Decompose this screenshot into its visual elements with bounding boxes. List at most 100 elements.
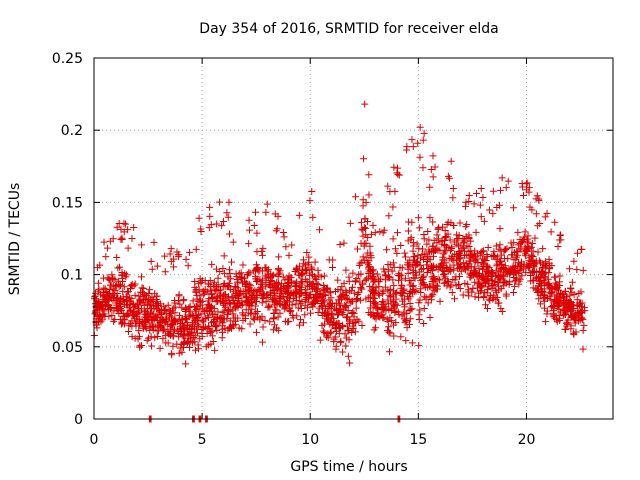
data-point [545, 269, 553, 277]
data-point [307, 280, 315, 288]
data-point [123, 301, 131, 309]
data-point [496, 201, 504, 209]
data-point [402, 317, 410, 325]
data-point [401, 274, 409, 282]
data-point [320, 296, 328, 304]
data-point [535, 287, 543, 295]
data-point [402, 337, 410, 345]
data-point [442, 233, 450, 241]
data-point [359, 202, 367, 210]
data-point [309, 213, 317, 221]
data-point [262, 208, 270, 216]
data-point [218, 325, 226, 333]
data-point [130, 223, 138, 231]
data-point [299, 256, 307, 264]
data-point [497, 251, 505, 259]
data-point [327, 302, 335, 310]
data-point [389, 297, 397, 305]
data-point [362, 295, 370, 303]
data-point [461, 251, 469, 259]
data-point [366, 282, 374, 290]
data-point [280, 233, 288, 241]
data-point [420, 319, 428, 327]
data-point [514, 228, 522, 236]
data-point [258, 267, 266, 275]
data-point [408, 339, 416, 347]
data-point [533, 273, 541, 281]
data-point [540, 273, 548, 281]
data-point [414, 139, 422, 147]
data-point [443, 221, 451, 229]
data-point [452, 273, 460, 281]
data-point [497, 305, 505, 313]
data-point [521, 228, 529, 236]
data-point [490, 248, 498, 256]
plot-frame [93, 57, 614, 420]
data-point [444, 172, 452, 180]
data-point [225, 324, 233, 332]
data-point [369, 294, 377, 302]
data-point [303, 248, 311, 256]
data-point [527, 277, 535, 285]
data-point [196, 335, 204, 343]
data-point [371, 300, 379, 308]
data-point [510, 204, 518, 212]
data-point [380, 265, 388, 273]
data-point [293, 312, 301, 320]
data-point [445, 254, 453, 262]
data-point [471, 247, 479, 255]
data-point [360, 155, 368, 163]
data-point [299, 270, 307, 278]
data-point [182, 304, 190, 312]
data-point [344, 352, 352, 360]
data-point [210, 304, 218, 312]
data-point [474, 258, 482, 266]
data-point [463, 263, 471, 271]
data-point [433, 282, 441, 290]
data-point [579, 345, 587, 353]
x-tick-label: 10 [301, 432, 319, 448]
data-point [420, 272, 428, 280]
data-point [122, 271, 130, 279]
data-point [544, 275, 552, 283]
data-point [274, 272, 282, 280]
data-point [416, 123, 424, 131]
data-point [160, 325, 168, 333]
data-point [529, 247, 537, 255]
y-tick-label: 0.05 [52, 340, 83, 356]
data-point [133, 300, 141, 308]
data-point [427, 296, 435, 304]
data-point [372, 315, 380, 323]
data-point [420, 235, 428, 243]
data-point [220, 269, 228, 277]
data-point [417, 288, 425, 296]
data-point [319, 301, 327, 309]
data-point [128, 282, 136, 290]
data-point [214, 297, 222, 305]
data-point [142, 307, 150, 315]
data-point [157, 310, 165, 318]
data-point [517, 261, 525, 269]
x-axis-label: GPS time / hours [290, 459, 407, 475]
data-point [192, 245, 200, 253]
data-point [551, 283, 559, 291]
data-point [91, 300, 99, 308]
data-point [408, 305, 416, 313]
data-point [252, 328, 260, 336]
data-point [547, 228, 555, 236]
data-point [286, 308, 294, 316]
data-point [403, 146, 411, 154]
y-tick-label: 0 [74, 412, 83, 428]
data-point [220, 252, 228, 260]
data-point [258, 247, 266, 255]
data-point [297, 316, 305, 324]
data-point [319, 327, 327, 335]
data-point [426, 314, 434, 322]
data-point [579, 266, 587, 274]
data-point [418, 273, 426, 281]
data-point [169, 320, 177, 328]
data-point [156, 323, 164, 331]
data-point [547, 296, 555, 304]
data-point [413, 260, 421, 268]
